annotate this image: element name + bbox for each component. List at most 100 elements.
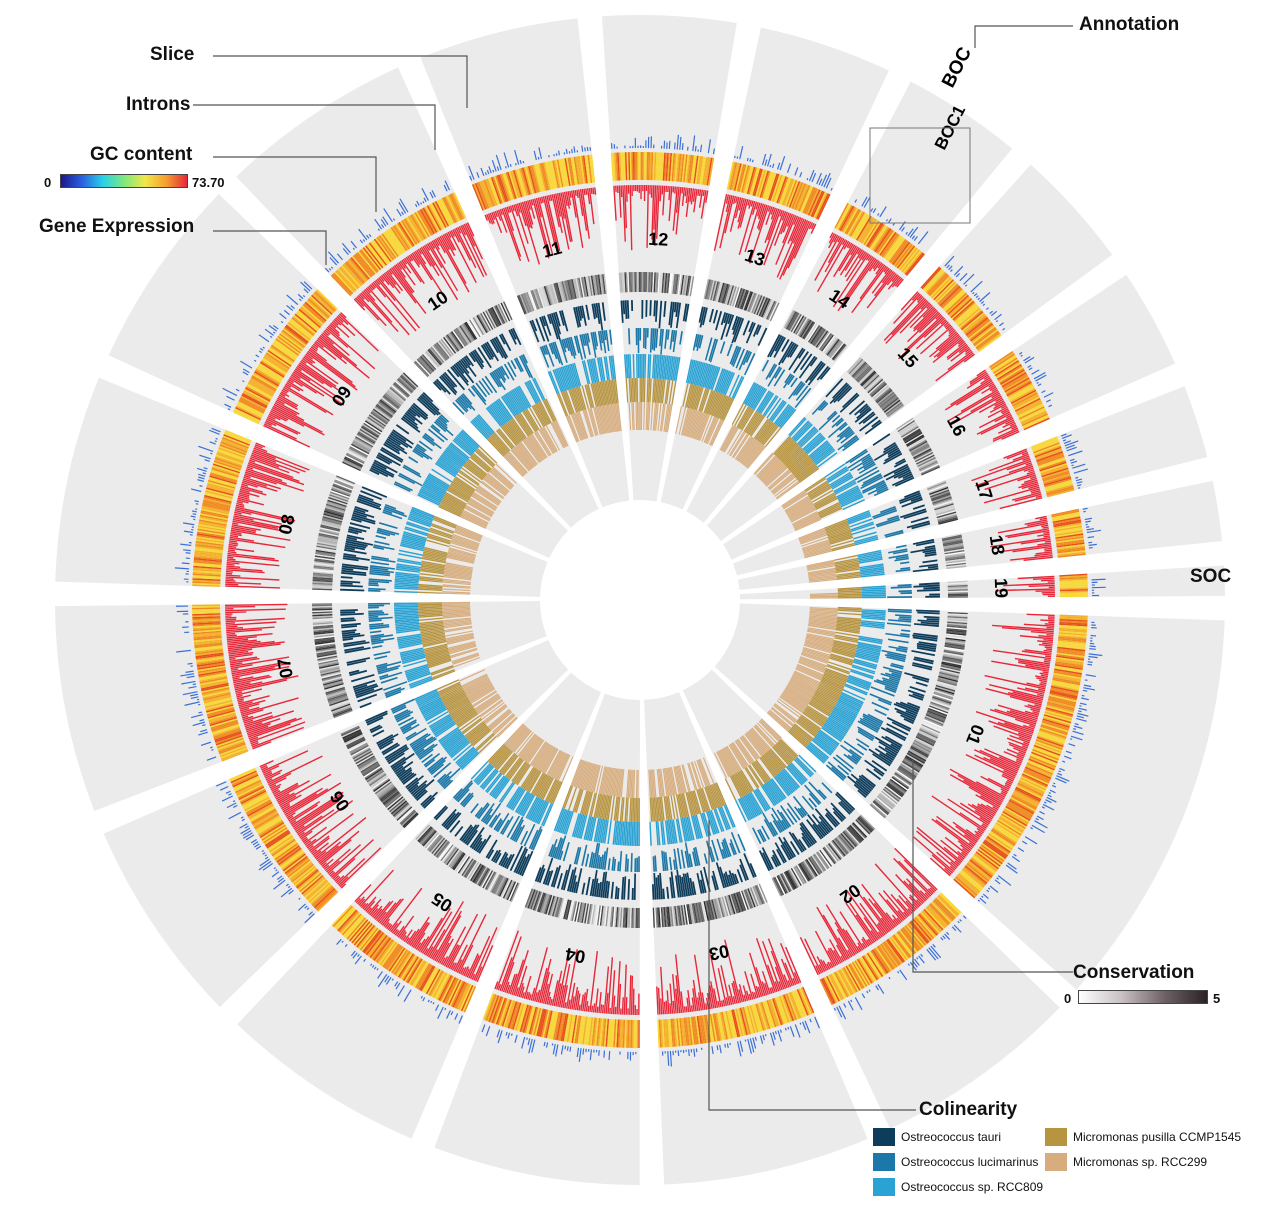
expression-bar	[226, 623, 235, 624]
colinearity-block	[632, 888, 634, 900]
expression-bar	[225, 612, 246, 613]
expression-bar	[1045, 656, 1051, 657]
expression-bar	[227, 557, 233, 558]
intron-bar	[193, 684, 196, 685]
chromosome-label-03: 03	[707, 941, 731, 965]
intron-bar	[800, 1023, 801, 1025]
expression-bar	[225, 619, 236, 620]
expression-bar	[226, 626, 237, 627]
expression-bar	[601, 1004, 602, 1013]
intron-bar	[565, 1046, 566, 1049]
intron-bar	[609, 1051, 610, 1060]
expression-bar	[227, 559, 235, 560]
expression-bar	[1043, 640, 1053, 641]
colinearity-block	[638, 822, 640, 846]
expression-bar	[626, 997, 627, 1015]
intron-bar	[431, 1001, 432, 1003]
expression-bar	[228, 550, 235, 551]
intron-bar	[765, 1034, 766, 1036]
intron-bar	[570, 1047, 571, 1052]
intron-bar	[788, 1027, 789, 1029]
chromosome-label-07: 07	[274, 656, 297, 679]
gc-cell	[635, 1020, 637, 1048]
intron-bar	[1088, 662, 1093, 663]
expression-bar	[588, 1006, 589, 1012]
expression-bar	[684, 1006, 685, 1012]
intron-bar	[1073, 729, 1076, 730]
intron-bar	[527, 1038, 528, 1040]
expression-bar	[227, 635, 237, 636]
intron-bar	[210, 747, 212, 748]
intron-bar	[599, 1050, 600, 1056]
expression-bar	[1044, 660, 1050, 661]
expression-bar	[597, 1007, 598, 1013]
expression-bar	[226, 575, 241, 576]
expression-bar	[670, 1003, 671, 1014]
colinearity-block	[634, 858, 636, 872]
intron-bar	[604, 1051, 605, 1058]
expression-bar	[665, 1002, 666, 1014]
expression-bar	[579, 1005, 580, 1011]
expression-bar	[228, 546, 236, 547]
intron-bar	[216, 438, 218, 439]
intron-bar	[1090, 646, 1096, 647]
expression-bar	[623, 997, 624, 1014]
intron-bar	[567, 1046, 568, 1050]
expression-bar	[1046, 635, 1053, 636]
intron-bar	[717, 1045, 718, 1050]
intron-bar	[583, 1048, 584, 1054]
intron-bar	[1089, 649, 1095, 650]
chromosome-label-08: 08	[275, 513, 299, 537]
intron-bar	[1087, 664, 1092, 665]
expression-bar	[1045, 624, 1055, 625]
chromosome-label-04: 04	[564, 944, 587, 967]
intron-bar	[785, 1028, 786, 1030]
intron-bar	[242, 381, 244, 382]
intron-bar	[183, 550, 191, 551]
expression-bar	[225, 607, 255, 608]
gc-cell	[637, 1020, 639, 1048]
intron-bar	[210, 453, 212, 454]
intron-bar	[1078, 711, 1081, 712]
intron-bar	[511, 1034, 512, 1036]
expression-bar	[225, 604, 287, 605]
intron-bar	[725, 1044, 726, 1047]
intron-bar	[233, 801, 235, 802]
expression-bar	[227, 564, 235, 565]
expression-bar	[1040, 620, 1054, 621]
intron-bar	[215, 441, 217, 442]
expression-bar	[1045, 647, 1053, 648]
colinearity-block	[636, 858, 638, 872]
intron-bar	[211, 750, 213, 751]
expression-bar	[592, 1006, 593, 1013]
conservation-cell	[638, 908, 639, 928]
expression-bar	[228, 552, 237, 553]
intron-bar	[1082, 695, 1085, 696]
intron-bar	[689, 1049, 690, 1056]
expression-bar	[661, 998, 662, 1014]
expression-bar	[666, 1001, 667, 1014]
colinearity-block	[638, 798, 639, 822]
intron-bar	[445, 1008, 446, 1010]
conservation-cell	[637, 908, 639, 928]
expression-bar	[603, 1005, 604, 1013]
gc-cell	[638, 1020, 640, 1048]
expression-bar	[692, 1006, 693, 1012]
expression-bar	[686, 1006, 687, 1012]
intron-bar	[182, 563, 190, 564]
expression-bar	[630, 975, 631, 1015]
expression-bar	[226, 634, 235, 635]
intron-bar	[1053, 783, 1055, 784]
expression-bar	[1046, 649, 1052, 650]
colinearity-block	[638, 856, 640, 872]
intron-bar	[1049, 793, 1051, 794]
expression-bar	[632, 976, 633, 1015]
expression-bar	[229, 659, 235, 660]
conservation-cell	[635, 908, 637, 928]
expression-bar	[1047, 628, 1054, 629]
colinearity-block	[368, 607, 379, 609]
intron-bar	[433, 1002, 434, 1004]
intron-bar	[193, 514, 197, 515]
expression-bar	[1044, 661, 1050, 662]
intron-bar	[187, 663, 192, 664]
